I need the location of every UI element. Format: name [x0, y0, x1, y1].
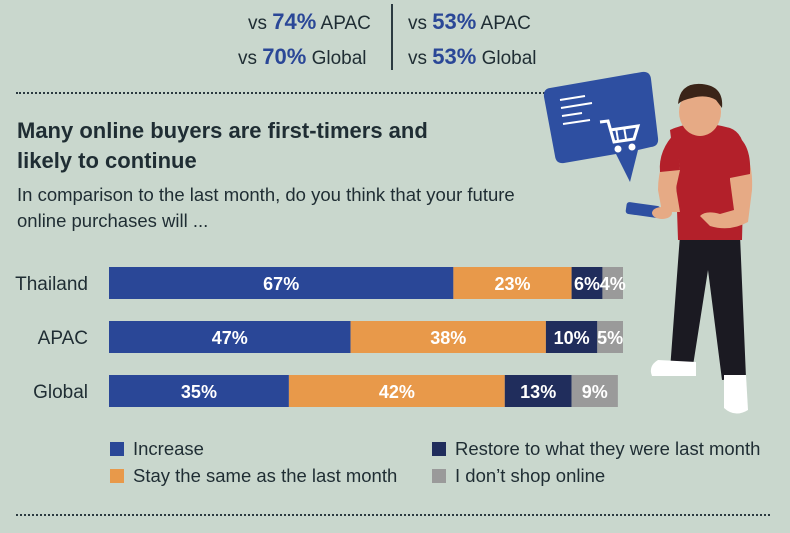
data-label-apac-noshop: 5%: [597, 328, 623, 348]
legend-item-noshop: I don’t shop online: [432, 465, 605, 487]
legend-swatch-restore: [432, 442, 446, 456]
headline: Many online buyers are first-timers and …: [17, 118, 428, 173]
legend-swatch-same: [110, 469, 124, 483]
category-label-global: Global: [33, 382, 88, 403]
stacked-bar-chart: Thailand 67% 23% 6% 4% APAC 47% 38% 10% 5% Global 3…: [15, 267, 626, 407]
bar-segment-apac-same: [350, 321, 546, 353]
data-label-thailand-noshop: 4%: [600, 274, 626, 294]
bar-segment-global-same: [288, 375, 505, 407]
bar-segment-thailand-noshop: [602, 267, 623, 299]
legend-item-same: Stay the same as the last month: [110, 465, 397, 487]
shopping-cart-bubble-icon: [543, 71, 659, 182]
stats-divider: [391, 4, 393, 70]
data-label-thailand-same: 23%: [494, 274, 530, 294]
divider-bottom: [16, 514, 770, 516]
legend-swatch-increase: [110, 442, 124, 456]
data-label-apac-restore: 10%: [554, 328, 590, 348]
bar-segment-apac-noshop: [597, 321, 623, 353]
stat-left-apac: vs 74% APAC: [248, 9, 371, 34]
data-label-global-restore: 13%: [520, 382, 556, 402]
stat-left-global: vs 70% Global: [238, 44, 367, 69]
legend-item-restore: Restore to what they were last month: [432, 438, 760, 460]
category-label-apac: APAC: [38, 328, 88, 349]
data-label-thailand-increase: 67%: [263, 274, 299, 294]
category-label-thailand: Thailand: [15, 274, 88, 295]
stat-right-global: vs 53% Global: [408, 44, 537, 69]
divider-top: [16, 92, 560, 94]
bar-segment-global-increase: [109, 375, 289, 407]
data-label-apac-same: 38%: [430, 328, 466, 348]
data-label-apac-increase: 47%: [212, 328, 248, 348]
top-stats: vs 74% APAC vs 70% Global vs 53% APAC vs…: [0, 0, 790, 80]
bar-segment-thailand-increase: [109, 267, 454, 299]
legend-swatch-noshop: [432, 469, 446, 483]
bar-segment-thailand-same: [453, 267, 572, 299]
data-label-global-same: 42%: [379, 382, 415, 402]
bar-segment-global-noshop: [571, 375, 618, 407]
person-shopping-illustration: [543, 71, 753, 414]
bar-segment-global-restore: [504, 375, 572, 407]
subheading: In comparison to the last month, do you …: [17, 184, 515, 231]
legend-item-increase: Increase: [110, 438, 204, 460]
stat-right-apac: vs 53% APAC: [408, 9, 531, 34]
bar-segment-apac-restore: [545, 321, 598, 353]
bar-segment-thailand-restore: [571, 267, 603, 299]
bar-segment-apac-increase: [109, 321, 351, 353]
data-label-global-increase: 35%: [181, 382, 217, 402]
data-label-global-noshop: 9%: [582, 382, 608, 402]
data-label-thailand-restore: 6%: [574, 274, 600, 294]
